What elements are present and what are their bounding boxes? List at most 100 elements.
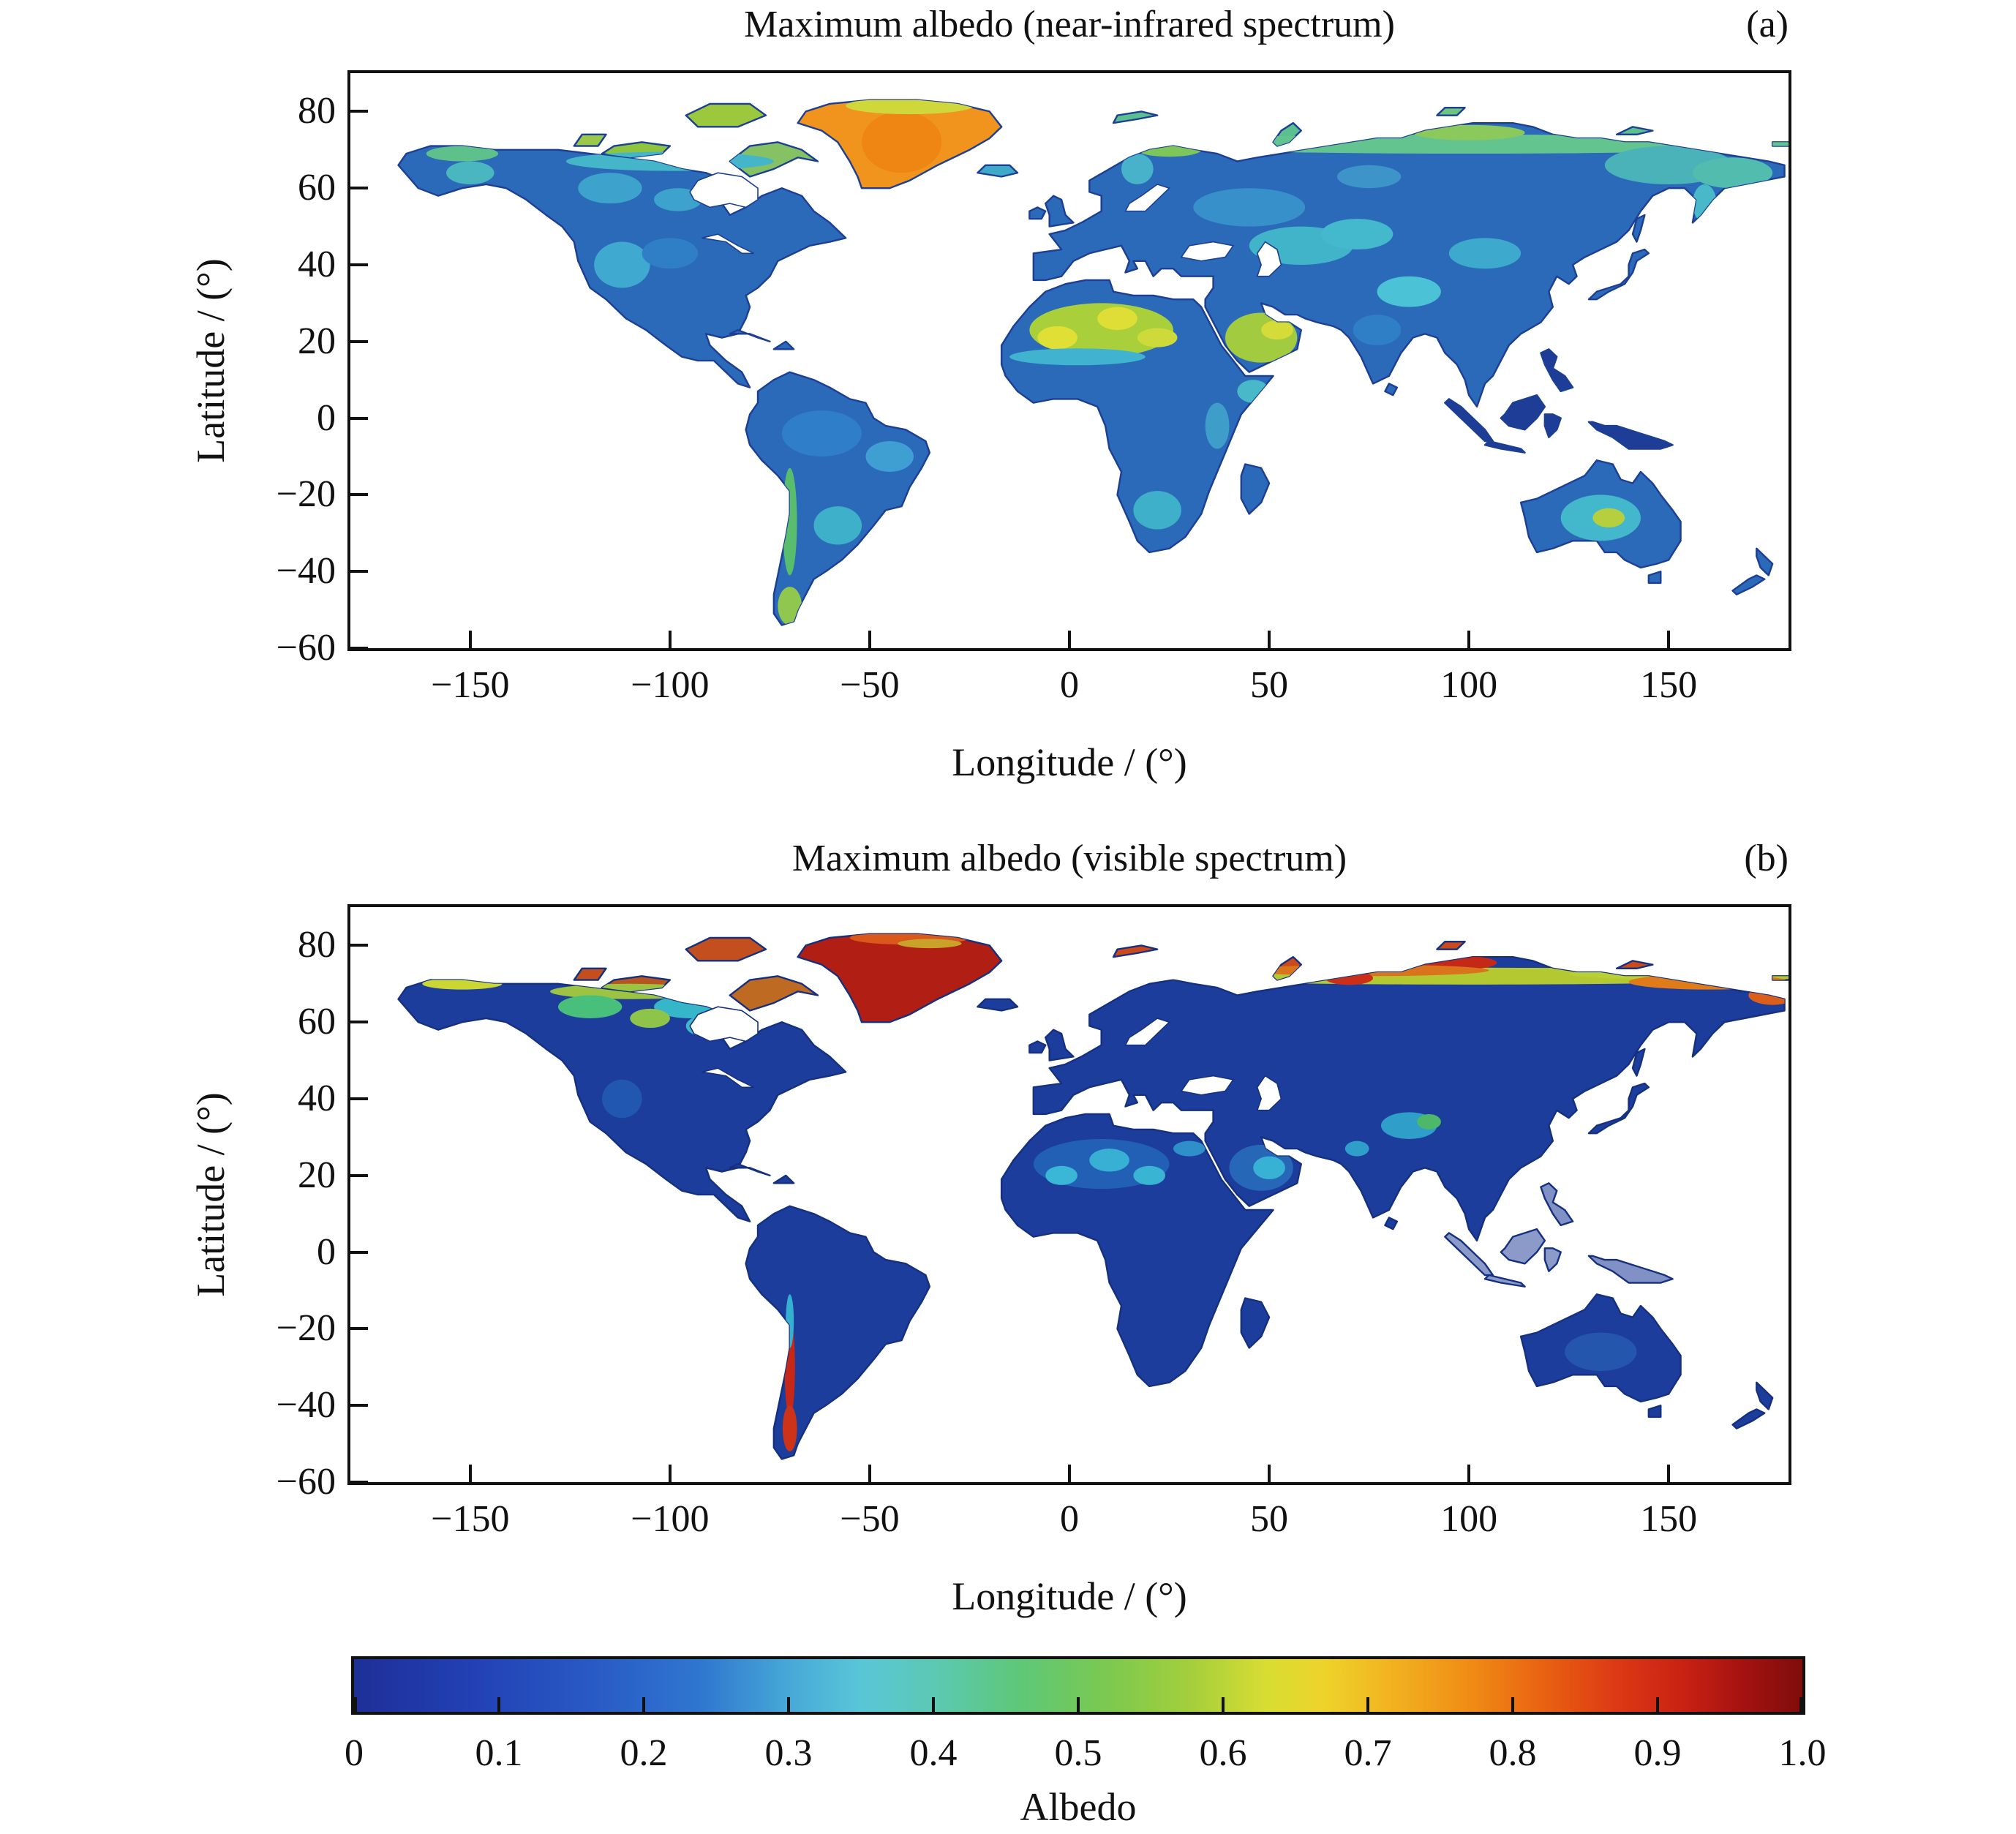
albedo-feature [1568,969,1769,980]
y-tick-label: −60 [276,1461,336,1503]
x-tick [468,631,472,648]
x-tick-label: 50 [1250,664,1289,706]
panel-a-xlabel: Longitude / (°) [952,740,1187,784]
y-tick-label: −20 [276,1307,336,1350]
colorbar-tick-label: 0.7 [1344,1732,1392,1774]
x-tick-label: 150 [1640,1498,1698,1540]
landmass-ireland [1028,206,1047,220]
landmass-banks [573,967,607,981]
colorbar-tick [787,1697,790,1712]
albedo-feature [898,939,962,949]
water-great_lakes [702,233,754,255]
colorbar-tick-label: 0.5 [1054,1732,1102,1774]
y-tick [350,493,368,497]
landmass-newguinea [1587,421,1674,450]
colorbar [351,1656,1805,1715]
colorbar-tick-label: 0.8 [1489,1732,1537,1774]
albedo-feature [1344,1140,1369,1157]
colorbar-tick [932,1697,935,1712]
colorbar-tick-label: 0 [345,1732,364,1774]
landmass-sulawesi [1543,1247,1562,1272]
panel-b-title: Maximum albedo (visible spectrum) [791,838,1347,879]
landmass-tasmania [1647,571,1662,585]
colorbar-label: Albedo [1020,1785,1137,1829]
y-tick [350,1327,368,1331]
albedo-feature [594,241,650,288]
landmass-nz_north [1756,1381,1774,1410]
y-tick [350,187,368,190]
x-tick-label: 150 [1640,664,1698,706]
panel-b-xlabel: Longitude / (°) [952,1574,1187,1618]
albedo-feature [1565,1332,1637,1372]
landmass-baffin [729,975,819,1012]
landmass-severnaya_zemlya [1436,106,1466,116]
water-baltic_sea [1124,184,1171,212]
colorbar-tick [1511,1697,1514,1712]
y-tick-label: −40 [276,1384,336,1427]
colorbar-tick-label: 0.1 [475,1732,523,1774]
landmass-banks [573,133,607,147]
x-tick [1467,1465,1471,1482]
y-tick [350,110,368,113]
water-hudson_bay [689,1006,759,1042]
water-caspian_sea [1256,1075,1282,1111]
albedo-feature [1037,326,1077,350]
y-tick [350,944,368,947]
landmass-newguinea [1587,1255,1674,1284]
albedo-feature [1133,491,1181,530]
y-tick [350,1173,368,1177]
y-tick-label: 80 [298,924,336,966]
landmass-iceland [977,164,1019,178]
y-tick-label: 60 [298,1001,336,1043]
landmass-cuba [729,1162,771,1176]
landmass-eurasia [1032,955,1786,1242]
colorbar-tick [1366,1697,1369,1712]
albedo-feature [1133,1165,1166,1185]
colorbar-tick [354,1697,357,1712]
x-tick [1667,631,1671,648]
albedo-feature [1205,402,1230,449]
panel-a-world-map [397,99,1789,626]
colorbar-tick [1222,1697,1225,1712]
albedo-feature [1097,307,1137,331]
x-tick-label: −150 [431,1498,510,1540]
x-tick-label: 100 [1440,1498,1498,1540]
x-tick [1268,631,1271,648]
landmass-nz_south [1731,1408,1766,1429]
colorbar-tick [1077,1697,1080,1712]
albedo-feature [630,1008,670,1029]
water-black_sea [1180,1075,1235,1096]
albedo-feature [565,151,774,171]
albedo-feature [1377,276,1441,307]
colorbar-tick-label: 0.3 [764,1732,813,1774]
panel-b: Maximum albedo (visible spectrum) (b) −1… [0,834,2016,1668]
x-tick [668,1465,672,1482]
y-tick-label: −40 [276,550,336,593]
x-tick [668,631,672,648]
x-tick [868,1465,871,1482]
y-tick [350,1097,368,1100]
x-tick-label: 0 [1060,664,1079,706]
colorbar-tick [1799,1697,1802,1712]
y-tick-label: 20 [298,1154,336,1196]
panel-a: Maximum albedo (near-infrared spectrum) … [0,0,2016,834]
panel-a-tag: (a) [1746,4,1789,45]
albedo-feature [1237,380,1270,403]
albedo-feature [426,146,499,162]
y-tick-label: 60 [298,167,336,209]
panel-b-world-map [397,933,1789,1460]
albedo-feature [1193,188,1306,227]
y-tick-label: 0 [317,397,336,439]
colorbar-tick-label: 0.6 [1199,1732,1247,1774]
albedo-feature [782,467,797,576]
panel-b-plot-frame [347,904,1791,1485]
landmass-java [1483,1274,1526,1288]
landmass-srilanka [1384,383,1399,397]
y-tick [350,1021,368,1024]
albedo-feature [1692,157,1773,189]
x-tick-label: −150 [431,664,510,706]
x-tick [1068,1465,1071,1482]
albedo-feature [782,1405,797,1452]
landmass-severnaya_zemlya [1436,940,1466,950]
albedo-feature [1045,1165,1077,1185]
